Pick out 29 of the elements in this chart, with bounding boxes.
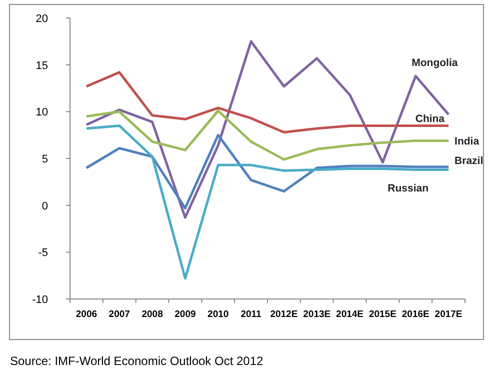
y-tick-label: 15 xyxy=(36,60,48,72)
x-tick-label: 2006 xyxy=(76,309,98,320)
line-series xyxy=(85,109,450,161)
series-label: China xyxy=(415,113,445,126)
x-tick-label: 2015E xyxy=(368,309,396,320)
source-note: Source: IMF-World Economic Outlook Oct 2012 xyxy=(10,354,264,368)
x-tick-label: 2012E xyxy=(270,309,298,320)
x-tick-label: 2016E xyxy=(402,309,430,320)
series-label: Mongolia xyxy=(412,57,458,70)
x-tick-label: 2011 xyxy=(240,309,262,320)
y-tick-label: -5 xyxy=(38,247,48,260)
line-series xyxy=(85,124,450,280)
x-tick-label: 2007 xyxy=(108,309,130,320)
y-tick-label: 0 xyxy=(42,200,48,212)
y-tick-label: 20 xyxy=(36,13,48,25)
series-label: India xyxy=(454,136,480,148)
x-tick-label: 2014E xyxy=(336,309,364,320)
series-label: Russian xyxy=(388,182,429,195)
x-tick-label: 2017E xyxy=(434,309,462,320)
series-label: Brazil xyxy=(454,154,484,167)
x-tick-label: 2008 xyxy=(142,309,163,320)
x-tick-label: 2013E xyxy=(303,309,331,320)
x-tick-label: 2010 xyxy=(208,309,229,320)
line-series xyxy=(85,134,450,210)
x-tick-label: 2009 xyxy=(174,309,196,320)
y-tick-label: 10 xyxy=(36,106,48,119)
y-tick-label: 5 xyxy=(42,154,48,166)
y-tick-label: -10 xyxy=(32,294,48,306)
line-series xyxy=(85,71,450,134)
